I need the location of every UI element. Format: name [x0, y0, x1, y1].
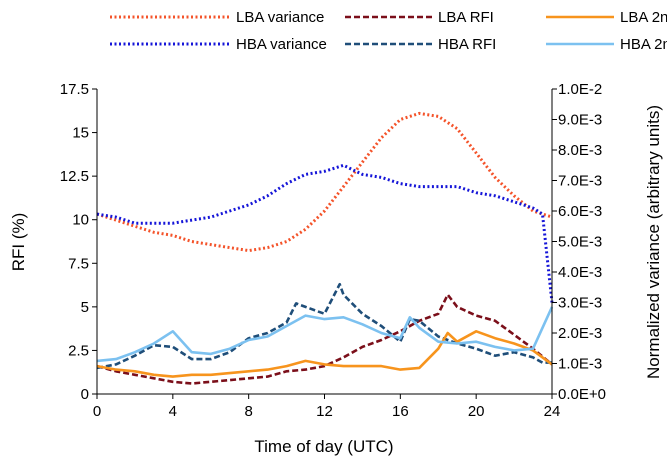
y-right-tick-label: 3.0E-3 [558, 295, 602, 312]
y-left-tick-label: 0 [81, 386, 89, 403]
series-line-hba-2nd-pass [96, 306, 554, 363]
y-left-axis-label: RFI (%) [9, 213, 28, 272]
series-line-lba-rfi [96, 293, 553, 385]
y-right-tick-label: 8.0E-3 [558, 142, 602, 159]
legend-label-lba-2nd-pass: LBA 2nd pass [620, 9, 667, 26]
x-tick-label: 24 [544, 403, 561, 420]
x-tick-label: 0 [93, 403, 101, 420]
y-right-tick-label: 0.0E+0 [558, 386, 606, 403]
x-tick-label: 12 [316, 403, 333, 420]
legend: LBA variance HBA variance LBA RFI HBA RFI LB… [110, 9, 667, 53]
y-left-tick-label: 12.5 [60, 168, 89, 185]
plot-lines [96, 111, 554, 385]
y-right-tick-label: 1.0E-3 [558, 356, 602, 373]
y-left-tick-label: 5 [81, 299, 89, 316]
legend-label-lba-rfi: LBA RFI [438, 9, 494, 26]
series-line-lba-2nd-pass [96, 329, 553, 378]
series-line-lba-variance [96, 111, 553, 253]
y-right-tick-label: 9.0E-3 [558, 112, 602, 129]
y-right-tick-label: 6.0E-3 [558, 203, 602, 220]
x-tick-label: 8 [244, 403, 252, 420]
x-tick-label: 20 [468, 403, 485, 420]
legend-label-hba-2nd-pass: HBA 2nd pass [620, 36, 667, 53]
legend-label-lba-variance: LBA variance [236, 9, 324, 26]
y-right-tick-label: 4.0E-3 [558, 264, 602, 281]
axes [96, 89, 553, 395]
y-left-tick-label: 10 [72, 212, 89, 229]
y-right-tick-label: 1.0E-2 [558, 81, 602, 98]
x-axis-label: Time of day (UTC) [254, 437, 393, 456]
y-left-tick-label: 2.5 [68, 342, 89, 359]
legend-label-hba-variance: HBA variance [236, 36, 327, 53]
y-right-tick-label: 2.0E-3 [558, 325, 602, 342]
x-tick-label: 4 [169, 403, 177, 420]
y-right-tick-label: 7.0E-3 [558, 173, 602, 190]
x-tick-label: 16 [392, 403, 409, 420]
y-right-tick-label: 5.0E-3 [558, 234, 602, 251]
series-line-hba-rfi [96, 282, 552, 370]
y-left-tick-label: 17.5 [60, 81, 89, 98]
series-line-hba-variance [96, 163, 554, 303]
y-left-tick-label: 7.5 [68, 255, 89, 272]
y-right-axis-label: Normalized variance (arbitrary units) [644, 105, 663, 379]
ticks: 0 4 8 12 16 20 24 0 2.5 5 7.5 10 12.5 15 17.5 0.0E+0 1.0… [60, 81, 606, 420]
legend-label-hba-rfi: HBA RFI [438, 36, 496, 53]
y-left-tick-label: 15 [72, 125, 89, 142]
